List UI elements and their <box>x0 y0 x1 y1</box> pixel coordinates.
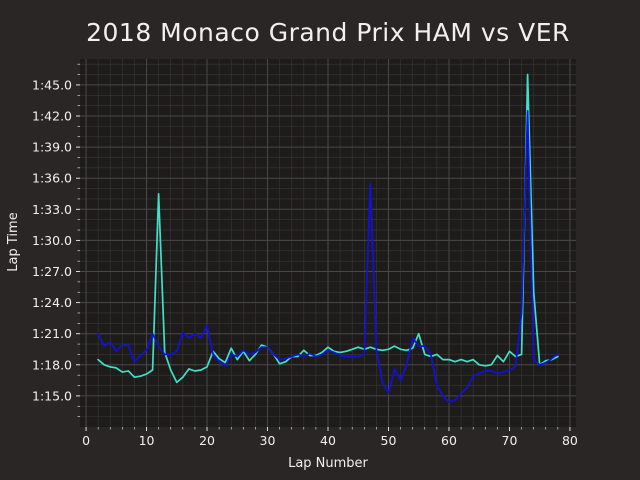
y-tick-label: 1:42.0 <box>32 109 72 124</box>
x-tick-label: 20 <box>199 433 215 448</box>
series-layer <box>97 73 559 403</box>
y-tick-label: 1:39.0 <box>32 140 72 155</box>
y-tick-label: 1:30.0 <box>32 233 72 248</box>
x-tick-label: 10 <box>139 433 155 448</box>
x-axis-title: Lap Number <box>288 456 368 471</box>
x-tick-label: 70 <box>502 433 518 448</box>
x-axis: 0 10 20 30 40 50 60 70 80 <box>82 427 578 448</box>
series-line-2 <box>97 109 559 403</box>
y-tick-label: 1:24.0 <box>32 295 72 310</box>
y-axis: 1:15.0 1:18.0 1:21.0 1:24.0 1:27.0 1:30.0 1:33… <box>32 63 80 417</box>
y-tick-label: 1:36.0 <box>32 171 72 186</box>
x-tick-label: 50 <box>381 433 397 448</box>
x-tick-label: 80 <box>562 433 578 448</box>
x-tick-label: 40 <box>320 433 336 448</box>
y-tick-label: 1:33.0 <box>32 202 72 217</box>
chart-title: 2018 Monaco Grand Prix HAM vs VER <box>86 18 570 47</box>
y-axis-title: Lap Time <box>6 212 21 271</box>
y-tick-label: 1:15.0 <box>32 388 72 403</box>
y-tick-label: 1:18.0 <box>32 357 72 372</box>
x-tick-label: 60 <box>441 433 457 448</box>
series-line-1 <box>97 73 559 384</box>
x-tick-label: 0 <box>82 433 90 448</box>
y-tick-label: 1:45.0 <box>32 77 72 92</box>
x-tick-label: 30 <box>260 433 276 448</box>
y-tick-label: 1:21.0 <box>32 326 72 341</box>
y-tick-label: 1:27.0 <box>32 264 72 279</box>
